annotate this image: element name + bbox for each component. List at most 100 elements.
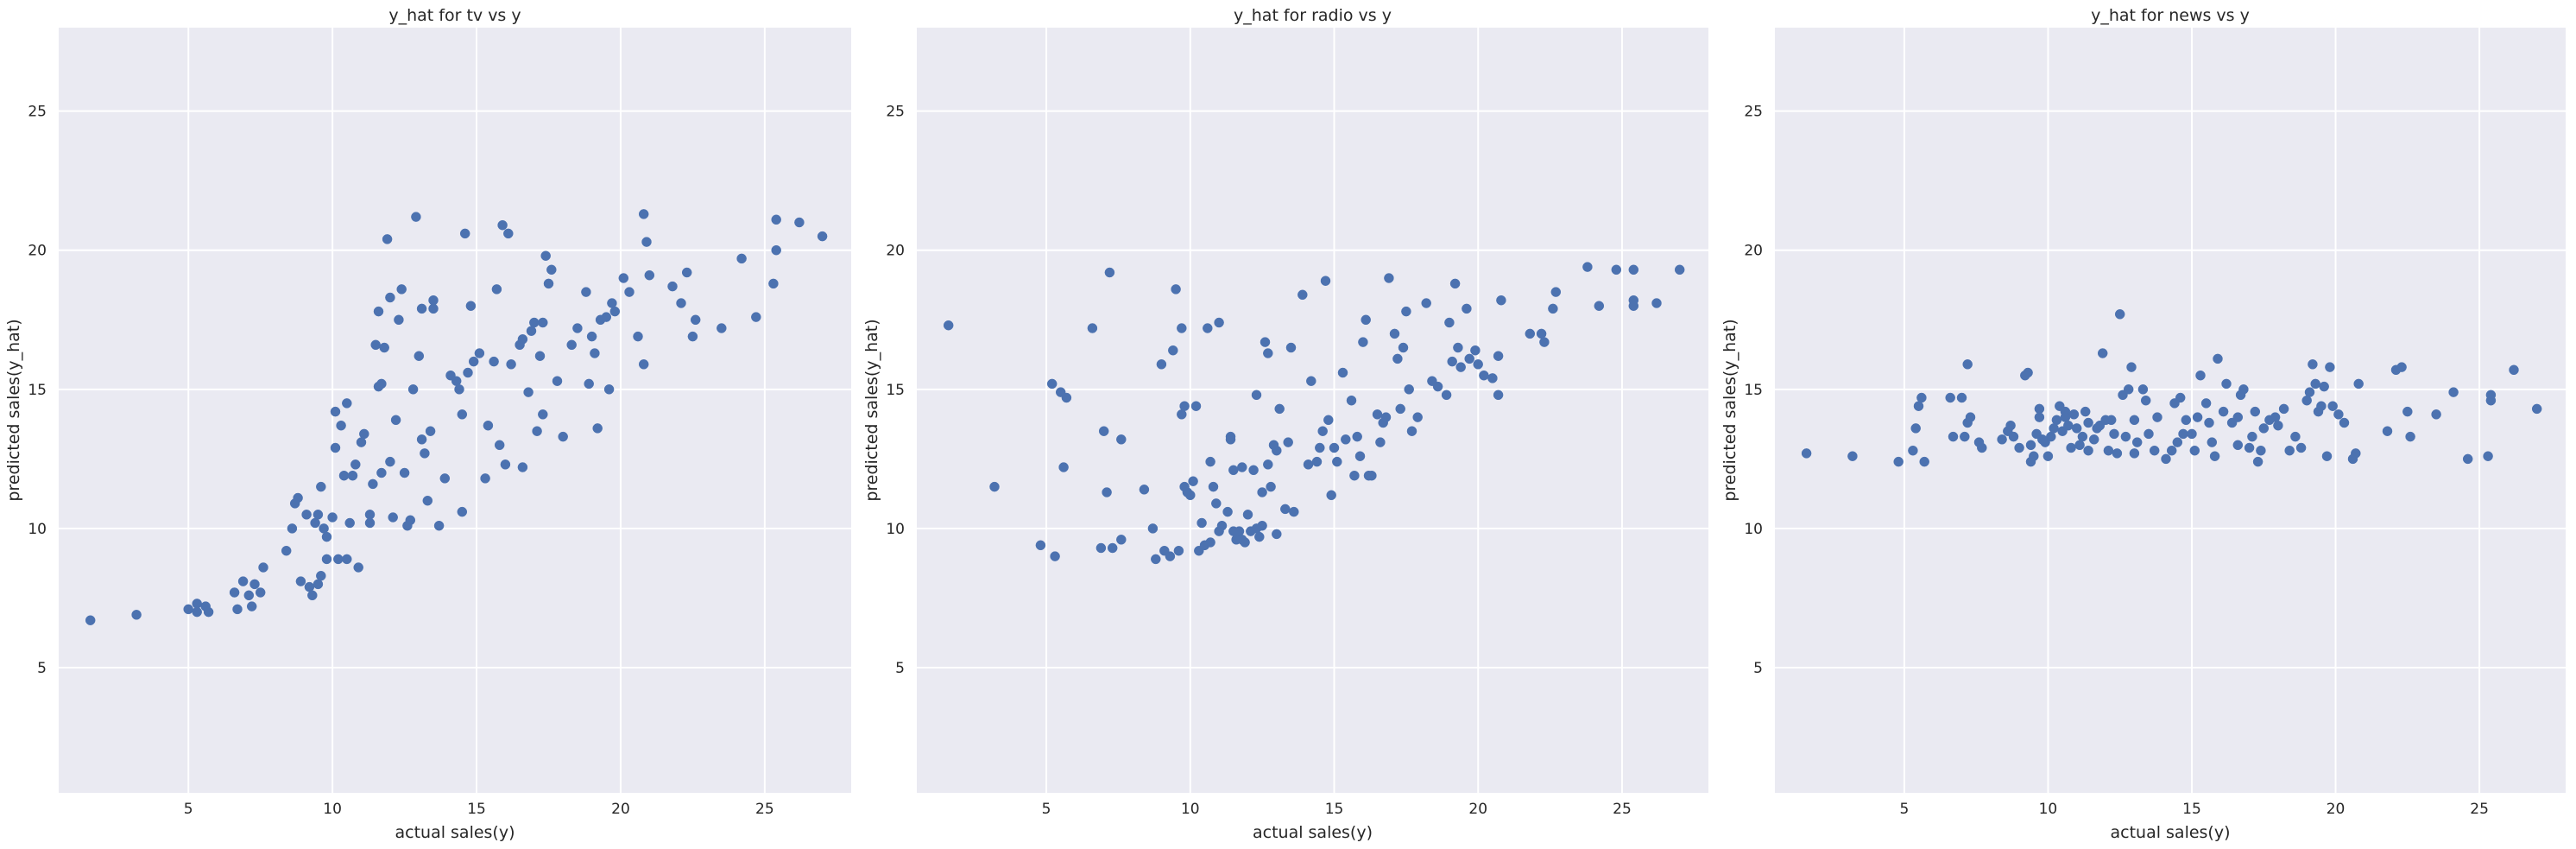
x-tick-label: 10 [1181,801,1200,818]
data-point [2327,401,2338,411]
data-point [2295,442,2307,453]
data-point [2195,370,2206,381]
x-tick-label: 10 [2039,801,2058,818]
data-point [1358,337,1368,347]
data-point [2402,406,2413,417]
data-point [771,214,781,225]
data-point [2060,412,2071,422]
data-point [2083,417,2093,428]
data-point [1216,520,1228,531]
data-point [1116,535,1127,545]
data-point [2137,384,2149,395]
y-tick-label: 15 [28,382,47,399]
data-point [2270,412,2281,422]
y-tick-label: 5 [895,660,905,677]
data-point [1380,412,1392,422]
data-point [2213,353,2223,364]
data-point [2025,440,2036,451]
data-point [2200,398,2212,409]
data-point [2192,412,2203,422]
data-point [638,359,649,370]
y-tick-label: 5 [37,660,47,677]
data-point [246,601,257,611]
data-point [327,512,338,523]
data-point [1211,498,1222,509]
data-point [2232,412,2244,422]
data-point [1470,345,1481,356]
data-point [1251,390,1262,401]
data-point [2308,359,2318,370]
data-point [433,520,445,531]
data-point [1908,445,1918,456]
data-point [394,314,404,326]
data-point [1801,448,1812,459]
data-point [2252,456,2263,467]
data-point [1965,412,1976,422]
data-point [1354,451,1366,461]
data-point [1177,323,1187,333]
data-point [1303,459,1314,470]
data-point [2106,415,2117,426]
data-point [943,320,954,331]
data-point [2161,453,2171,465]
data-point [2166,445,2177,456]
data-point [2290,431,2301,442]
data-point [425,426,436,436]
data-point [2126,362,2137,372]
subplot-radio: 5 10 15 20 25 5 10 15 20 25 y_hat for radio vs y ac… [862,6,1708,842]
data-point [1398,342,1409,353]
data-point [428,303,439,314]
data-point [321,531,332,542]
data-point [2109,428,2119,440]
data-point [1919,456,1929,467]
x-tick-label: 15 [467,801,486,818]
data-point [1525,328,1536,339]
data-point [301,510,312,520]
data-point [1948,431,1959,442]
data-point [2462,453,2473,465]
data-point [1341,434,1351,445]
data-point [2071,423,2082,434]
data-point [281,545,292,556]
data-point [794,217,805,228]
x-axis-label: actual sales(y) [395,823,515,842]
data-point [1254,531,1265,542]
data-point [1651,298,1662,308]
data-point [2123,384,2134,395]
x-axis-label: actual sales(y) [1253,823,1373,842]
data-point [2051,415,2062,426]
data-point [192,599,202,609]
data-point [255,587,266,598]
data-point [1372,409,1383,420]
y-tick-label: 20 [28,243,47,260]
data-point [364,517,376,529]
data-point [1234,526,1245,536]
data-point [439,473,451,484]
data-point [2034,412,2045,422]
y-axis-label: predicted sales(y_hat) [862,319,881,501]
data-point [1375,437,1386,447]
x-tick-label: 15 [2182,801,2201,818]
data-point [304,581,315,592]
data-point [1332,456,1342,467]
data-point [1406,426,1417,436]
data-point [1913,401,1924,411]
data-point [592,423,603,434]
data-point [1297,289,1308,301]
data-point [1447,356,1457,367]
data-point [2066,442,2076,453]
x-axis-label: actual sales(y) [2110,823,2230,842]
data-point [1237,462,1247,472]
data-point [1177,409,1187,420]
data-point [2319,381,2329,392]
y-tick-label: 15 [1744,382,1763,399]
data-point [609,306,621,317]
y-tick-label: 25 [28,104,47,121]
plot-area [917,28,1708,793]
data-point [2178,428,2188,440]
data-point [2129,415,2140,426]
data-point [1536,328,1547,339]
data-point [405,515,416,526]
data-point [2014,442,2024,453]
